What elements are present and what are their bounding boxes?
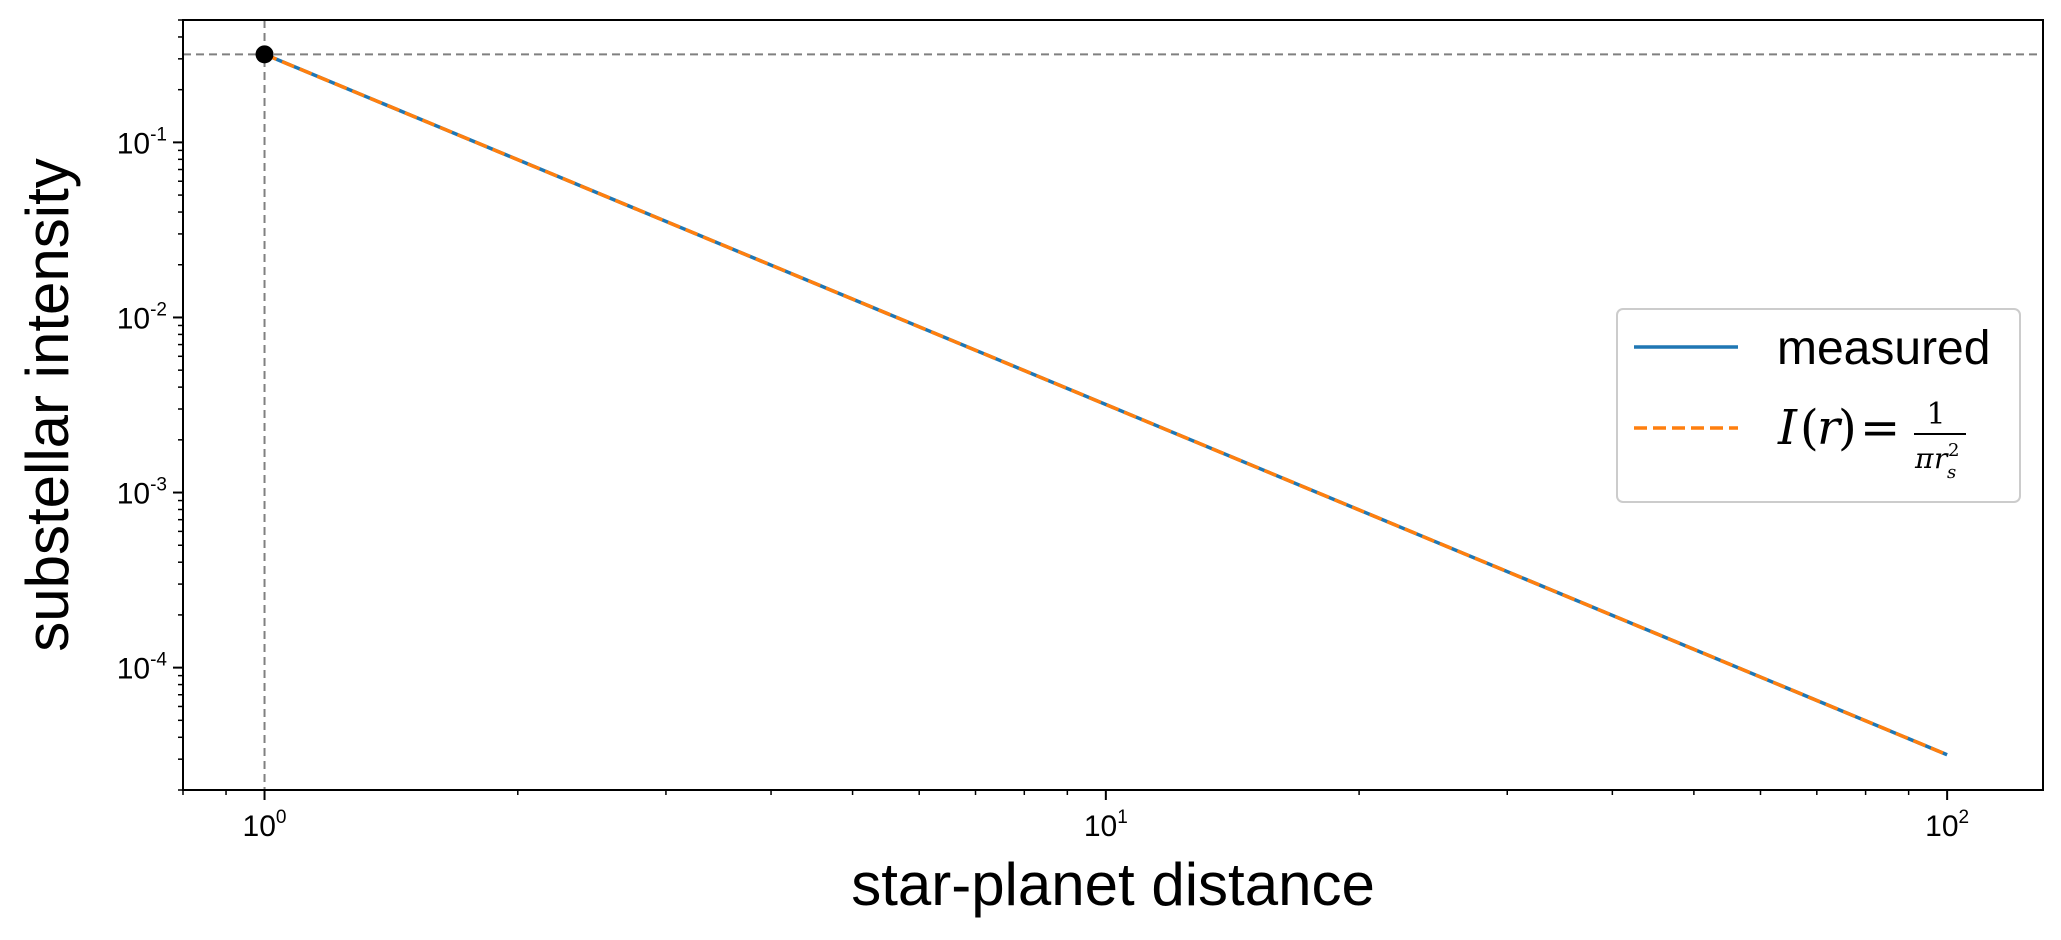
- plot-frame: [182, 19, 2044, 791]
- y-tick-label: 10-3: [117, 475, 167, 511]
- marker-layer: [255, 45, 274, 64]
- series-layer: [263, 52, 1948, 757]
- x-axis-title: star-planet distance: [851, 851, 1375, 918]
- formula-numerator: 1: [1926, 397, 1945, 432]
- x-tick-label: 101: [1084, 807, 1128, 843]
- formula-paren-close: ): [1838, 400, 1857, 456]
- x-tick-label: 102: [1925, 807, 1969, 843]
- reference-lines: [183, 20, 2043, 790]
- formula-symbol-r: r: [1817, 400, 1843, 456]
- formula-symbol-r-s: r: [1934, 442, 1949, 475]
- y-tick-label: 10-1: [117, 124, 167, 160]
- legend-box: [1616, 308, 2021, 503]
- legend-label-measured: measured: [1777, 322, 1990, 375]
- series-line-measured: [263, 52, 1948, 757]
- formula-subscript-s: s: [1947, 462, 1956, 483]
- x-axis-ticks: 100 101 102: [182, 790, 1969, 843]
- y-tick-label: 10-2: [117, 299, 167, 335]
- formula-symbol-I: I: [1777, 400, 1798, 456]
- formula-symbol-pi: π: [1914, 442, 1934, 475]
- legend: measured I(r) = 1/(πr_s²)I (r) = 1π r 2s: [1616, 308, 2021, 503]
- reference-point-marker: [255, 45, 274, 64]
- y-tick-label: 10-4: [117, 650, 168, 686]
- x-tick-label: 100: [243, 807, 287, 843]
- y-axis-title: substellar intensity: [14, 158, 81, 652]
- formula-paren-open: (: [1800, 400, 1819, 456]
- y-axis-ticks: 10-1 10-2 10-3 10-4: [117, 19, 183, 791]
- legend-label-model-formula: I(r) = 1/(πr_s²)I (r) = 1π r 2s: [1777, 397, 1966, 483]
- formula-exponent-2: 2: [1948, 440, 1959, 461]
- formula-equals: =: [1860, 400, 1900, 456]
